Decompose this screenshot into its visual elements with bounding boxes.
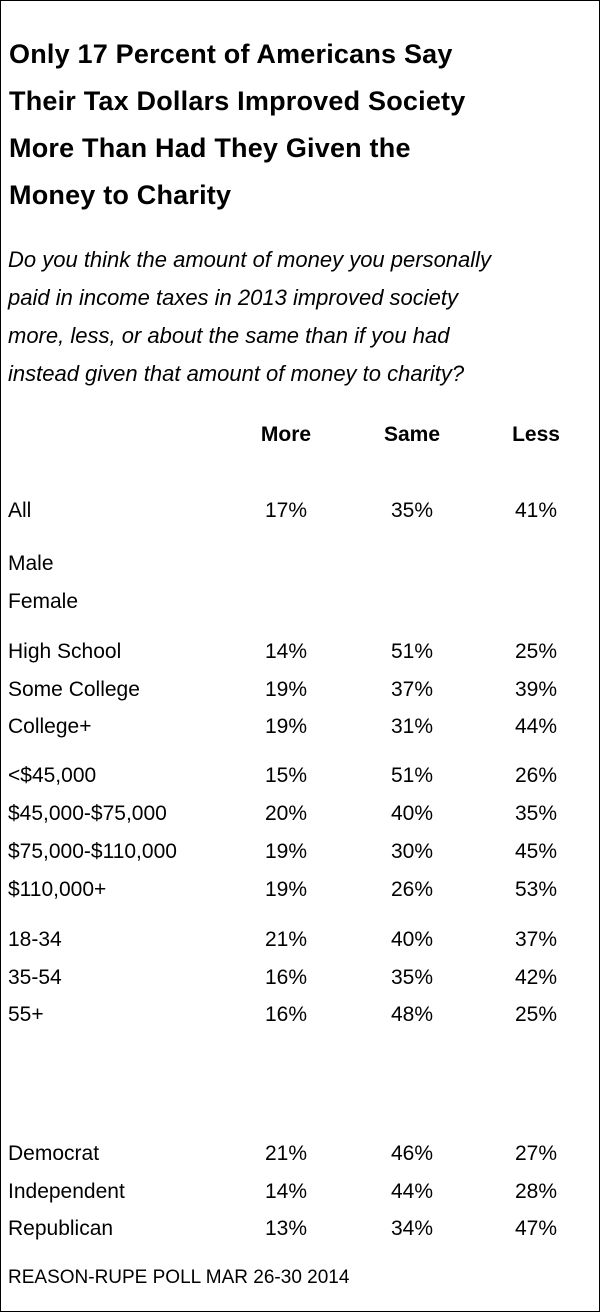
source-note: REASON-RUPE POLL MAR 26-30 2014 <box>8 1267 350 1288</box>
table-cell: 26% <box>390 878 434 901</box>
table-cell: 35% <box>514 802 558 825</box>
table-cell: 19% <box>264 715 308 738</box>
table-cell: 48% <box>390 1003 434 1026</box>
title-line: Their Tax Dollars Improved Society <box>9 86 466 116</box>
table-cell: 37% <box>514 928 558 951</box>
row-label: All <box>8 499 32 522</box>
row-label: Female <box>8 590 79 613</box>
table-cell: 53% <box>514 878 558 901</box>
row-label: <$45,000 <box>8 764 97 787</box>
row-label: Independent <box>8 1180 125 1203</box>
row-label: Democrat <box>8 1142 100 1165</box>
column-header-less: Less <box>512 423 560 446</box>
chart-title: Only 17 Percent of Americans Say Their T… <box>9 31 589 219</box>
table-cell: 34% <box>390 1217 434 1240</box>
table-cell: 28% <box>514 1180 558 1203</box>
table-cell: 17% <box>264 499 308 522</box>
table-cell: 35% <box>390 966 434 989</box>
table-cell: 15% <box>264 764 308 787</box>
table-cell: 13% <box>264 1217 308 1240</box>
table-cell: 40% <box>390 928 434 951</box>
table-cell: 37% <box>390 678 434 701</box>
table-cell: 21% <box>264 1142 308 1165</box>
row-label: Some College <box>8 678 140 701</box>
table-cell: 20% <box>264 802 308 825</box>
table-cell: 35% <box>390 499 434 522</box>
row-label: High School <box>8 640 122 663</box>
survey-question: Do you think the amount of money you per… <box>8 241 596 393</box>
table-cell: 14% <box>264 640 308 663</box>
question-line: instead given that amount of money to ch… <box>8 361 465 386</box>
table-cell: 51% <box>390 764 434 787</box>
title-line: More Than Had They Given the <box>9 133 411 163</box>
row-label: Republican <box>8 1217 114 1240</box>
table-cell: 39% <box>514 678 558 701</box>
row-label: $45,000-$75,000 <box>8 802 167 825</box>
table-cell: 51% <box>390 640 434 663</box>
column-header-same: Same <box>383 423 441 446</box>
table-cell: 31% <box>390 715 434 738</box>
row-label: $110,000+ <box>8 878 107 901</box>
table-cell: 19% <box>264 878 308 901</box>
row-label: 55+ <box>8 1003 44 1026</box>
table-cell: 40% <box>390 802 434 825</box>
table-cell: 14% <box>264 1180 308 1203</box>
question-line: Do you think the amount of money you per… <box>8 247 492 272</box>
table-cell: 45% <box>514 840 558 863</box>
row-label: Male <box>8 552 54 575</box>
table-cell: 44% <box>514 715 558 738</box>
column-header-more: More <box>260 423 312 446</box>
title-line: Only 17 Percent of Americans Say <box>9 39 453 69</box>
table-cell: 21% <box>264 928 308 951</box>
table-cell: 46% <box>390 1142 434 1165</box>
table-cell: 19% <box>264 678 308 701</box>
row-label: 35-54 <box>8 966 62 989</box>
table-cell: 42% <box>514 966 558 989</box>
table-cell: 25% <box>514 640 558 663</box>
table-cell: 16% <box>264 966 308 989</box>
table-cell: 26% <box>514 764 558 787</box>
row-label: 18-34 <box>8 928 62 951</box>
table-cell: 44% <box>390 1180 434 1203</box>
table-cell: 16% <box>264 1003 308 1026</box>
question-line: paid in income taxes in 2013 improved so… <box>8 285 459 310</box>
table-cell: 19% <box>264 840 308 863</box>
table-cell: 30% <box>390 840 434 863</box>
table-cell: 25% <box>514 1003 558 1026</box>
table-cell: 47% <box>514 1217 558 1240</box>
row-label: $75,000-$110,000 <box>8 840 177 863</box>
question-line: more, less, or about the same than if yo… <box>8 323 450 348</box>
row-label: College+ <box>8 715 92 738</box>
title-line: Money to Charity <box>9 180 232 210</box>
table-cell: 41% <box>514 499 558 522</box>
table-cell: 27% <box>514 1142 558 1165</box>
